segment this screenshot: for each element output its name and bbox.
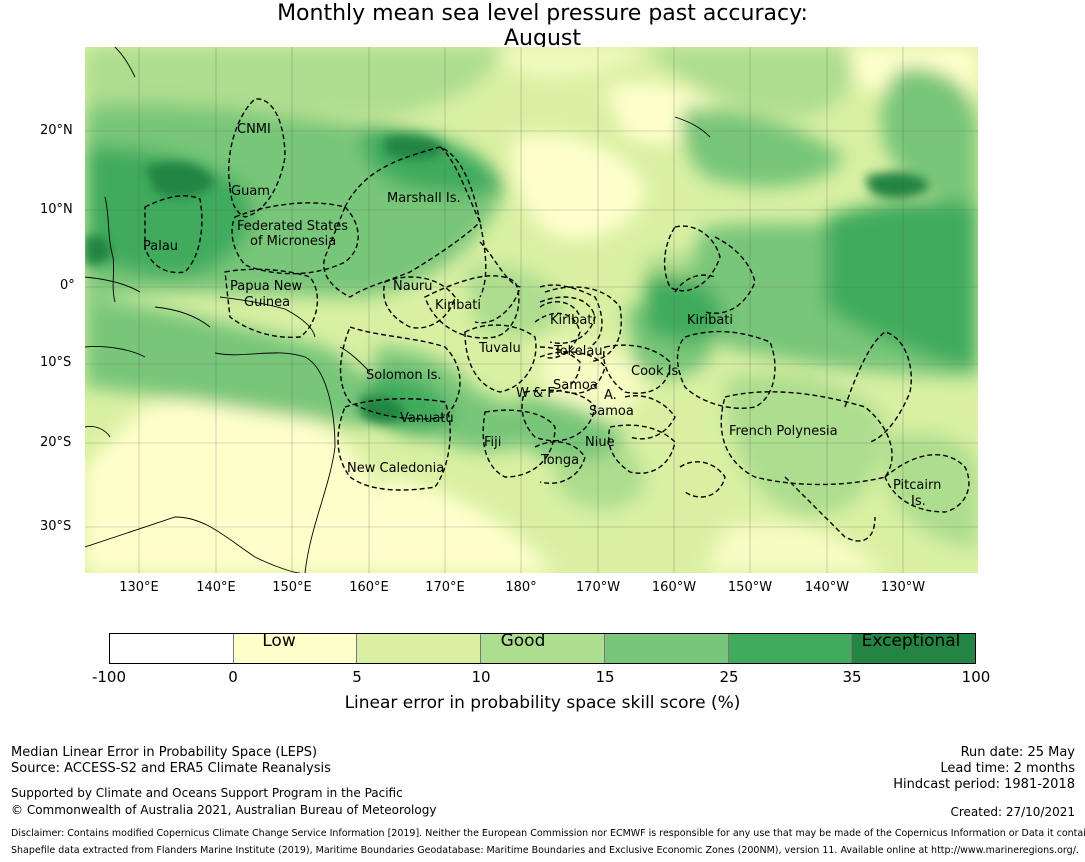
lon-label: 140°E [196, 580, 236, 595]
footer-lead-time: Lead time: 2 months [940, 761, 1075, 776]
skill-field [85, 47, 978, 573]
region-label: Pitcairn [893, 478, 941, 493]
region-label: New Caledonia [347, 461, 444, 476]
lon-label: 170°W [575, 580, 621, 595]
lat-label: 30°S [40, 519, 72, 534]
region-label: Kiribati [550, 313, 596, 328]
region-label: Fiji [484, 435, 501, 450]
region-label: Federated States [237, 219, 348, 234]
colorbar-segment [481, 634, 605, 663]
skill-map-svg: CNMI Guam Marshall Is. Palau Federated S… [85, 47, 978, 573]
lon-label: 150°W [727, 580, 773, 595]
lon-label: 180° [505, 580, 537, 595]
region-label: Kiribati [435, 298, 481, 313]
region-label: of Micronesia [250, 234, 336, 249]
colorbar-segment [604, 634, 729, 663]
footer-method: Median Linear Error in Probability Space… [11, 745, 318, 760]
region-label: Tuvalu [478, 341, 521, 356]
colorbar-category: Low [262, 631, 296, 651]
region-label: Tonga [540, 453, 579, 468]
lat-label: 20°S [40, 435, 72, 450]
lon-label: 150°E [272, 580, 312, 595]
colorbar-segment [110, 634, 234, 663]
lon-label: 130°E [119, 580, 159, 595]
region-label: French Polynesia [729, 424, 838, 439]
colorbar [109, 633, 976, 664]
coastlines [85, 47, 711, 573]
footer-copyright: © Commonwealth of Australia 2021, Austra… [11, 803, 437, 817]
colorbar-segment [728, 634, 853, 663]
lon-label: 160°E [349, 580, 389, 595]
colorbar-category: Exceptional [861, 631, 961, 651]
footer-run-date: Run date: 25 May [960, 745, 1075, 760]
region-label: Is. [911, 494, 926, 509]
graticule [85, 47, 978, 573]
region-label: Marshall Is. [387, 191, 461, 206]
region-label: Samoa [553, 378, 598, 393]
lat-label: 10°N [40, 202, 73, 217]
colorbar-tick: 25 [719, 668, 739, 686]
region-label: Palau [143, 239, 178, 254]
lon-label: 140°W [804, 580, 850, 595]
colorbar-tick: 0 [228, 668, 238, 686]
region-label: Vanuatu [400, 411, 454, 426]
region-label: Guam [231, 184, 270, 199]
footer-disclaimer: Disclaimer: Contains modified Copernicus… [11, 828, 1085, 839]
footer-created: Created: 27/10/2021 [950, 805, 1075, 819]
colorbar-tick: 100 [961, 668, 991, 686]
lon-label: 170°E [425, 580, 465, 595]
lat-label: 0° [60, 278, 75, 293]
region-label: CNMI [237, 122, 271, 137]
region-label: Papua New [230, 279, 303, 294]
colorbar-tick: 35 [842, 668, 862, 686]
region-label: Nauru [393, 279, 433, 294]
region-label: W & F [516, 386, 555, 401]
skill-map: CNMI Guam Marshall Is. Palau Federated S… [85, 47, 978, 573]
region-label: Guinea [244, 295, 290, 310]
region-label: Niue [585, 435, 615, 450]
region-label: Tokelau [553, 344, 603, 359]
region-label: Samoa [589, 404, 634, 419]
region-label: A. [604, 388, 617, 403]
lon-label: 160°W [651, 580, 697, 595]
footer-source: Source: ACCESS-S2 and ERA5 Climate Reana… [11, 761, 331, 776]
lat-label: 10°S [40, 355, 72, 370]
eez-boundaries [144, 98, 970, 542]
chart-title: Monthly mean sea level pressure past acc… [277, 1, 808, 26]
footer-hindcast: Hindcast period: 1981-2018 [893, 777, 1075, 792]
region-label: Kiribati [687, 313, 733, 328]
lon-label: 130°W [880, 580, 926, 595]
chart-subtitle: August [504, 26, 581, 51]
footer-support: Supported by Climate and Oceans Support … [11, 786, 403, 800]
colorbar-tick: 15 [595, 668, 615, 686]
footer-shapefile-credit: Shapefile data extracted from Flanders M… [11, 845, 1079, 856]
colorbar-tick: 5 [352, 668, 362, 686]
colorbar-segment [852, 634, 976, 663]
region-label: Cook Is. [631, 364, 682, 379]
lat-label: 20°N [40, 123, 73, 138]
region-label: Solomon Is. [366, 368, 442, 383]
colorbar-segment [233, 634, 358, 663]
colorbar-tick: 10 [471, 668, 491, 686]
colorbar-category: Good [500, 631, 546, 651]
colorbar-label: Linear error in probability space skill … [344, 693, 741, 713]
colorbar-segment [357, 634, 482, 663]
colorbar-tick: -100 [91, 668, 127, 686]
